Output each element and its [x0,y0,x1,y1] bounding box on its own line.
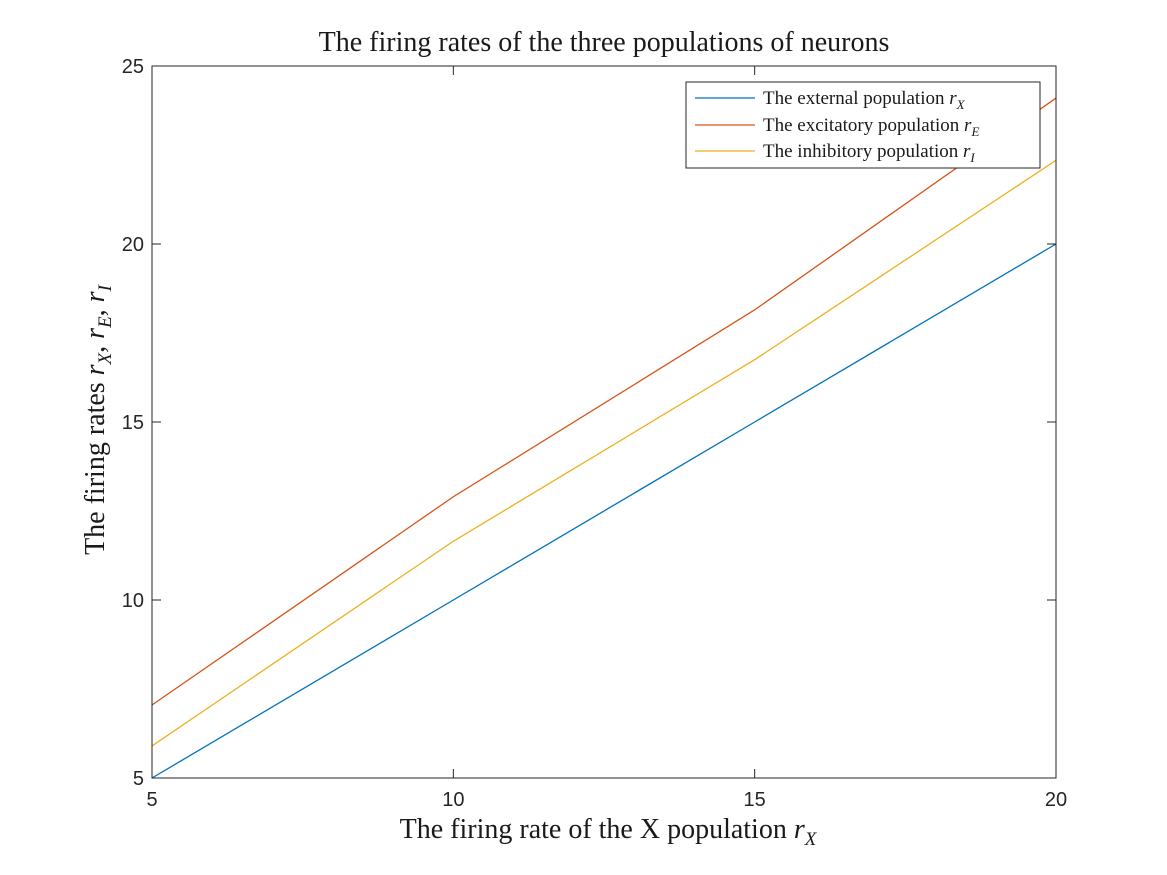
y-tick-label: 10 [122,590,144,612]
series-line-0 [151,243,1057,779]
x-tick-label: 5 [146,789,157,811]
legend-entry-inhibitory-name: The inhibitory population [763,141,959,162]
y-axis-label: The firing rates rX, rE, rI [80,283,116,555]
y-tick-label: 5 [133,768,144,790]
x-tick-label: 15 [744,789,766,811]
y-tick-label: 25 [122,56,144,78]
y-axis-label-symbol-e: r [80,328,111,339]
y-tick-label: 20 [122,234,144,256]
legend-entry-excitatory-name: The excitatory population [763,115,960,136]
y-axis: 5 10 15 20 25 [122,56,1056,790]
series-line-2 [151,159,1057,747]
y-tick-label: 15 [122,412,144,434]
legend: The external population rX The excitator… [685,81,1041,169]
legend-entry-inhibitory-symbol: r [963,141,971,162]
series-layer [151,97,1057,779]
x-axis-label-symbol: r [794,814,805,845]
y-axis-label-sub-x: X [95,351,116,365]
x-tick-label: 10 [442,789,464,811]
plot-background [152,66,1056,778]
y-axis-label-sub-e: E [95,316,116,329]
legend-entry-external: The external population rX [763,88,966,112]
x-axis-label-text: The firing rate of the X population [400,814,787,845]
legend-entry-excitatory: The excitatory population rE [763,115,979,139]
legend-entry-inhibitory: The inhibitory population rI [763,141,975,165]
legend-entry-excitatory-sub: E [970,124,979,139]
legend-entry-excitatory-symbol: r [964,115,972,136]
legend-entry-external-name: The external population [763,88,945,109]
x-axis-label: The firing rate of the X population rX [400,814,818,850]
y-axis-label-symbol-x: r [80,364,111,375]
series-line-1 [151,97,1057,706]
x-axis-label-subscript: X [804,829,818,850]
y-axis-label-text: The firing rates [80,382,111,555]
chart-title: The firing rates of the three population… [319,27,890,58]
y-axis-label-sub-i: I [95,283,116,292]
legend-entry-external-sub: X [956,97,966,112]
y-axis-label-symbol-i: r [80,291,111,302]
legend-entry-external-symbol: r [949,88,957,109]
x-tick-label: 20 [1045,789,1067,811]
legend-entry-inhibitory-sub: I [969,150,975,165]
x-axis: 5 10 15 20 [146,66,1067,811]
